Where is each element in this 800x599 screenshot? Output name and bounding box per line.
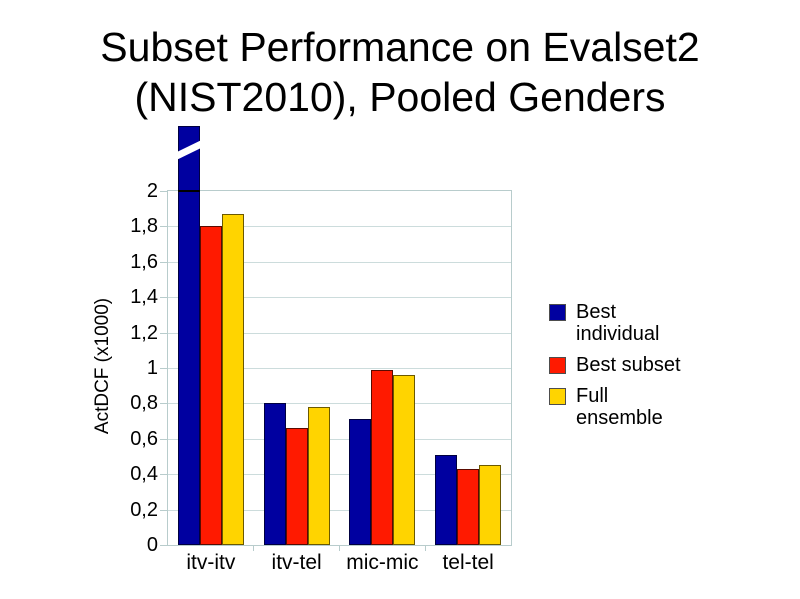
y-axis-tick-label: 1,4: [130, 286, 158, 309]
legend-label-best-subset: Best subset: [576, 354, 681, 376]
legend-label-best-individual: Best individual: [576, 301, 660, 345]
y-axis-tick: [160, 332, 168, 334]
bar-best-subset-mic-mic: [371, 370, 394, 545]
y-axis-tick-label: 0: [146, 534, 158, 556]
y-axis-tick-label: 0,8: [130, 392, 158, 415]
y-axis-tick-label: 1,2: [130, 321, 158, 344]
bar-full-ensemble-tel-tel: [479, 465, 502, 545]
y-axis-tick: [160, 226, 168, 228]
gridline: [168, 403, 511, 405]
bar-best-individual-tel-tel: [435, 455, 458, 545]
bar-best-individual-mic-mic: [349, 419, 372, 545]
bar-full-ensemble-itv-itv: [221, 214, 244, 545]
y-axis-tick-label: 0,4: [130, 463, 158, 486]
gridline: [168, 332, 511, 334]
y-axis-tick: [160, 545, 168, 546]
y-axis-tick-label: 2: [146, 180, 158, 202]
y-axis-tick: [160, 368, 168, 369]
bar-best-individual-itv-itv: [170, 126, 210, 545]
bar-best-subset-tel-tel: [457, 469, 480, 545]
y-axis-tick: [160, 191, 168, 192]
axis-break-mark: [170, 137, 210, 162]
x-axis-category-label: itv-itv: [186, 551, 236, 574]
x-axis-tick: [424, 545, 426, 551]
plot-area: 0 0,2 0,4 0,6 0,8 1 1,2 1,4 1,6 1,8 2 itv-itv itv-te…: [130, 126, 512, 574]
x-axis-category-label: mic-mic: [346, 551, 419, 574]
bar-best-subset-itv-itv: [199, 226, 222, 545]
chart-title-line-2: (NIST2010), Pooled Genders: [134, 74, 666, 120]
y-axis-tick-label: 0,6: [130, 427, 158, 450]
legend-item-full-ensemble: Full ensemble: [549, 385, 699, 429]
y-axis-tick: [160, 509, 168, 511]
gridline: [168, 297, 511, 299]
gridline: [168, 474, 511, 476]
gridline: [168, 261, 511, 263]
bar-full-ensemble-mic-mic: [393, 375, 416, 545]
x-axis-tick: [253, 545, 255, 551]
y-axis-tick: [160, 261, 168, 263]
legend: Best individual Best subset Full ensemble: [549, 301, 699, 438]
chart-title-line-1: Subset Performance on Evalset2: [100, 24, 700, 70]
bar-best-subset-itv-tel: [285, 428, 308, 545]
legend-label-full-ensemble: Full ensemble: [576, 385, 663, 429]
y-axis-tick-label: 1,8: [130, 215, 158, 238]
gridline: [168, 438, 511, 440]
x-axis-tick: [339, 545, 340, 551]
gridline: [168, 368, 511, 369]
legend-swatch-best-individual: [549, 304, 566, 321]
bar-full-ensemble-itv-tel: [307, 407, 330, 545]
x-axis-category-label: itv-tel: [271, 551, 322, 574]
y-axis-tick-label: 1,6: [130, 250, 158, 273]
y-axis-tick-label: 0,2: [130, 498, 158, 521]
axis-max-line: [177, 190, 200, 192]
x-axis-category-label: tel-tel: [442, 551, 494, 574]
legend-swatch-full-ensemble: [549, 388, 566, 405]
legend-item-best-individual: Best individual: [549, 301, 699, 345]
y-axis-tick-label: 1: [146, 357, 158, 379]
bar-best-individual-itv-tel: [263, 403, 286, 545]
gridline: [168, 226, 511, 228]
gridline: [168, 509, 511, 511]
chart-title: Subset Performance on Evalset2 (NIST2010…: [0, 22, 800, 122]
legend-item-best-subset: Best subset: [549, 354, 699, 376]
y-axis-tick: [160, 297, 168, 299]
y-axis-tick: [160, 474, 168, 476]
y-axis-tick: [160, 438, 168, 440]
y-axis-tick: [160, 403, 168, 405]
legend-swatch-best-subset: [549, 357, 566, 374]
